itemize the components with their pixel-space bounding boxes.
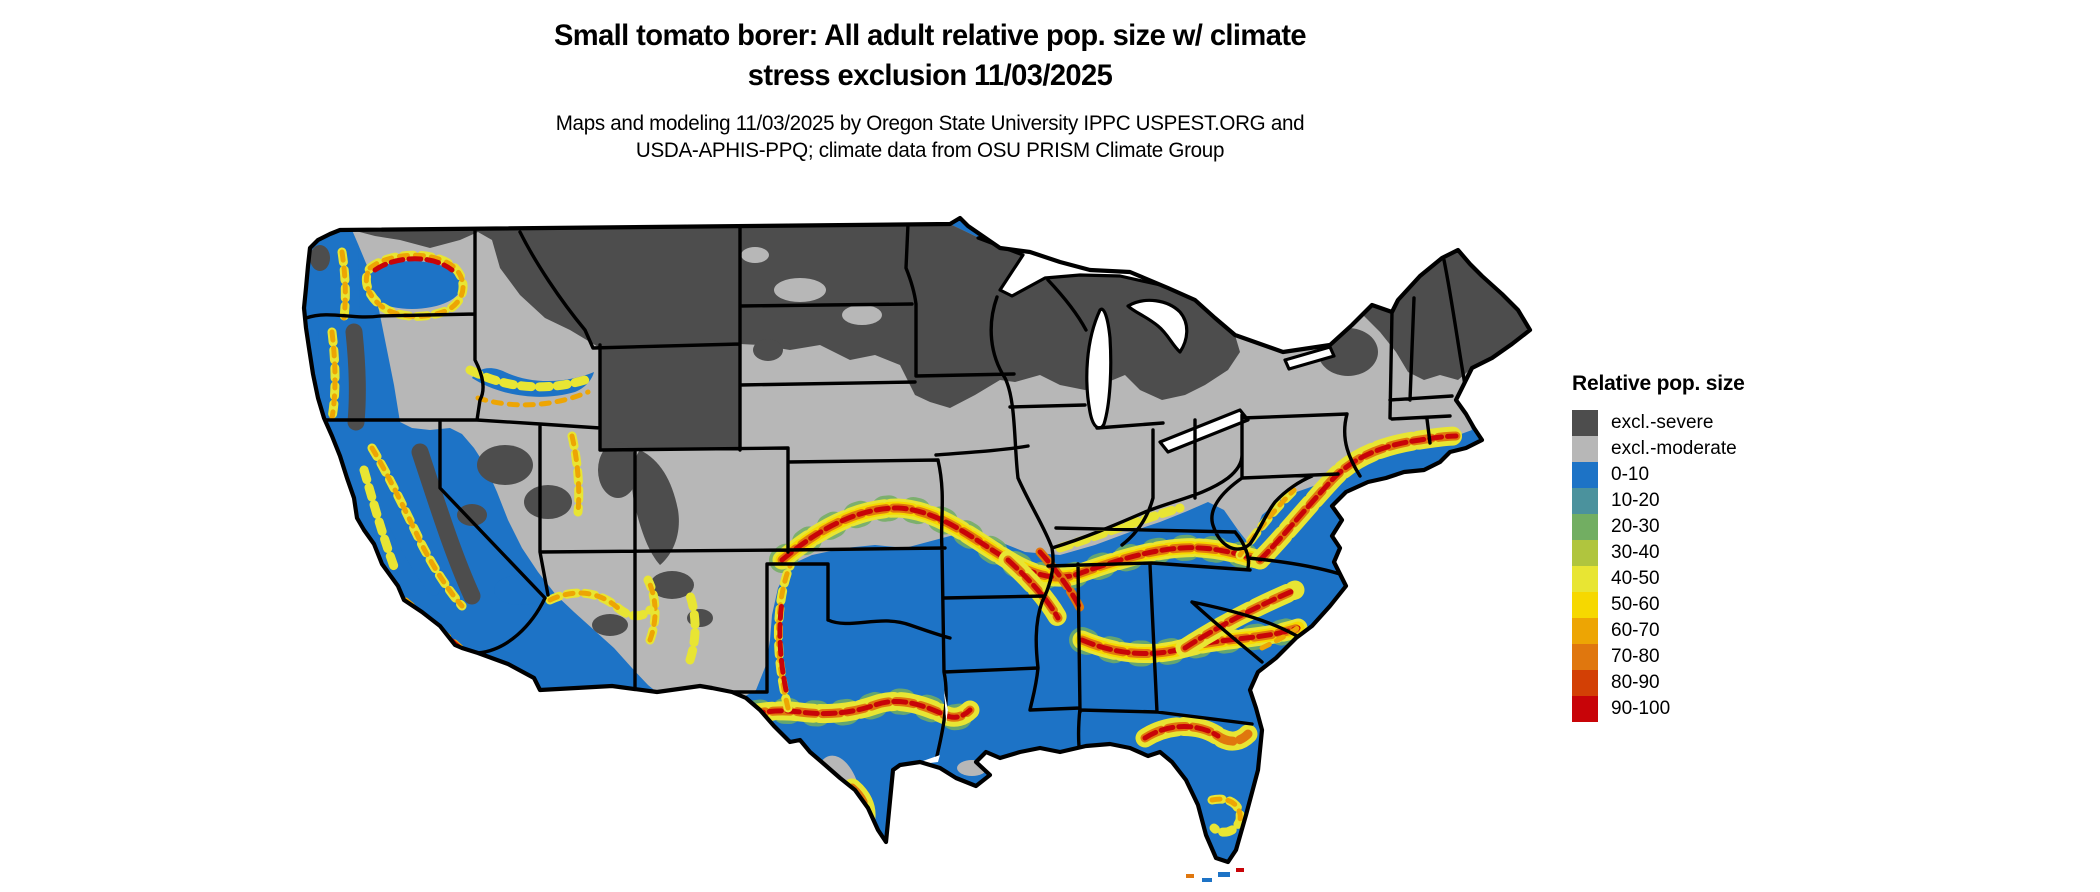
map-title-line1: Small tomato borer: All adult relative p… [553,19,1307,52]
legend-row-50-60: 50-60 [1572,592,1745,618]
zone-nd-patch [741,247,769,263]
zone-big-bend-moderate [690,692,722,732]
lake-ontario [1283,345,1336,371]
legend-row-60-70: 60-70 [1572,618,1745,644]
legend-label: 50-60 [1611,594,1660,615]
legend-swatch [1572,644,1598,670]
legend-swatch [1572,488,1598,514]
zone-colorado-rockies [632,450,679,565]
legend-label: 90-100 [1611,698,1671,719]
conus-outline [301,215,1533,865]
zone-columbia-basin [362,261,462,309]
zone-mojave [494,575,546,605]
zone-nevada-range-1 [477,445,533,485]
legend-row-40-50: 40-50 [1572,566,1745,592]
legend-row-excl.-severe: excl.-severe [1572,410,1745,436]
legend-swatch [1572,618,1598,644]
legend-row-20-30: 20-30 [1572,514,1745,540]
legend-label: excl.-severe [1611,412,1714,433]
legend-swatch [1572,566,1598,592]
map-subtitle-line2: USDA-APHIS-PPQ; climate data from OSU PR… [635,139,1225,163]
legend-label: 30-40 [1611,542,1660,563]
zone-black-hills [753,339,783,361]
legend-row-excl.-moderate: excl.-moderate [1572,436,1745,462]
map-subtitle-line1: Maps and modeling 11/03/2025 by Oregon S… [555,112,1305,136]
legend-swatch [1572,696,1598,722]
legend-label: 80-90 [1611,672,1660,693]
legend-label: 20-30 [1611,516,1660,537]
state-borders [304,222,1467,762]
lake-erie [1158,408,1250,454]
legend-row-10-20: 10-20 [1572,488,1745,514]
map-subtitle: Maps and modeling 11/03/2025 by Oregon S… [0,111,1860,165]
zone-az-mogollon [592,614,628,636]
legend-row-70-80: 70-80 [1572,644,1745,670]
legend-label: 60-70 [1611,620,1660,641]
lake-michigan [1085,307,1113,430]
zone-puget-lowland [346,244,360,320]
legend-items: excl.-severe excl.-moderate 0-10 10-20 20-30… [1572,410,1745,722]
legend-row-30-40: 30-40 [1572,540,1745,566]
legend-swatch [1572,462,1598,488]
legend-row-80-90: 80-90 [1572,670,1745,696]
title-block: Small tomato borer: All adult relative p… [0,16,1860,165]
legend-swatch [1572,540,1598,566]
florida-keys [1186,868,1244,882]
legend-row-90-100: 90-100 [1572,696,1745,722]
legend-swatch [1572,670,1598,696]
map-title-line2: stress exclusion 11/03/2025 [747,58,1113,92]
zone-central-valley [364,453,440,596]
zone-nevada-range-3 [457,504,487,526]
legend-title: Relative pop. size [1572,372,1745,395]
zone-mt-valley-1 [774,278,826,302]
legend-label: 10-20 [1611,490,1660,511]
legend-swatch [1572,514,1598,540]
zone-uinta-wasatch [598,442,638,498]
lake-huron [1126,298,1189,354]
legend-label: 0-10 [1611,464,1650,485]
legend-label: 40-50 [1611,568,1660,589]
legend-row-0-10: 0-10 [1572,462,1745,488]
zone-sierra-nevada [411,443,481,605]
legend-swatch [1572,436,1598,462]
zone-nevada-range-2 [524,485,572,519]
zone-mt-valley-2 [842,305,882,325]
legend: Relative pop. size excl.-severe excl.-mod… [1572,372,1745,722]
zone-olympics [310,245,330,271]
legend-label: excl.-moderate [1611,438,1737,459]
legend-label: 70-80 [1611,646,1660,667]
legend-swatch [1572,592,1598,618]
legend-swatch [1572,410,1598,436]
zone-cascades [345,323,366,431]
zone-nm-north-range [650,571,694,599]
map-fill-layers [304,218,1530,862]
